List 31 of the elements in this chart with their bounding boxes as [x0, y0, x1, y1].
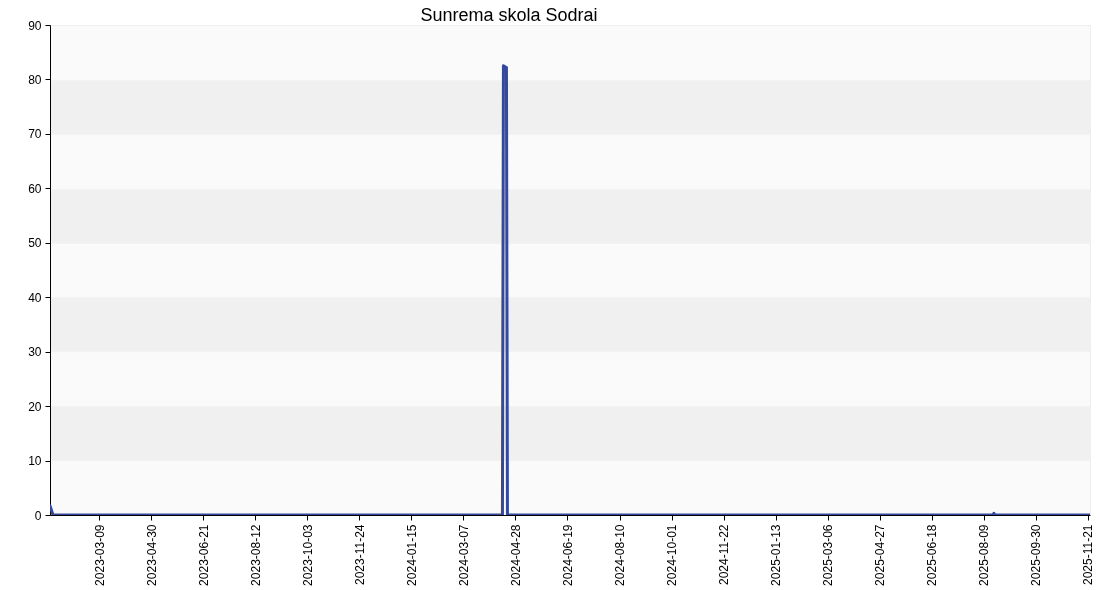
x-tick-label: 2023-03-09: [92, 524, 107, 586]
x-tick-label: 2023-06-21: [196, 524, 211, 586]
x-tick-label: 2024-06-19: [561, 524, 575, 586]
y-tick-label: 10: [28, 454, 42, 469]
x-tick-label: 2025-09-30: [1029, 524, 1044, 586]
x-tick-label: 2024-11-22: [717, 524, 732, 585]
x-tick-label: 2025-04-27: [873, 524, 888, 586]
y-tick-label: 0: [34, 508, 42, 523]
y-tick-label: 50: [28, 236, 42, 251]
x-tick-label: 2023-08-12: [248, 524, 263, 586]
x-tick-label: 2025-11-21: [1081, 524, 1096, 585]
x-tick-label: 2025-08-09: [977, 524, 992, 586]
x-tick-label: 2024-03-07: [456, 524, 471, 586]
y-tick-label: 40: [28, 290, 42, 305]
x-tick-label: 2024-01-15: [404, 524, 419, 586]
y-tick-label: 30: [28, 345, 42, 360]
y-tick-label: 80: [28, 72, 42, 87]
x-tick-label: 2024-04-28: [508, 524, 523, 586]
x-tick-label: 2025-03-06: [821, 524, 836, 586]
x-tick-label: 2023-04-30: [144, 524, 159, 586]
y-tick-label: 20: [28, 399, 42, 414]
x-tick-label: 2025-01-13: [769, 524, 784, 586]
x-tick-label: 2024-08-10: [613, 524, 628, 586]
y-tick-label: 70: [28, 127, 42, 142]
x-tick-label: 2023-11-24: [352, 524, 367, 585]
chart-title: Sunrema skola Sodrai: [420, 5, 598, 25]
y-tick-label: 60: [28, 181, 42, 196]
y-tick-label: 90: [28, 18, 42, 33]
x-tick-label: 2023-10-03: [300, 524, 315, 586]
x-tick-label: 2024-10-01: [665, 524, 680, 586]
x-tick-label: 2025-06-18: [925, 524, 940, 586]
